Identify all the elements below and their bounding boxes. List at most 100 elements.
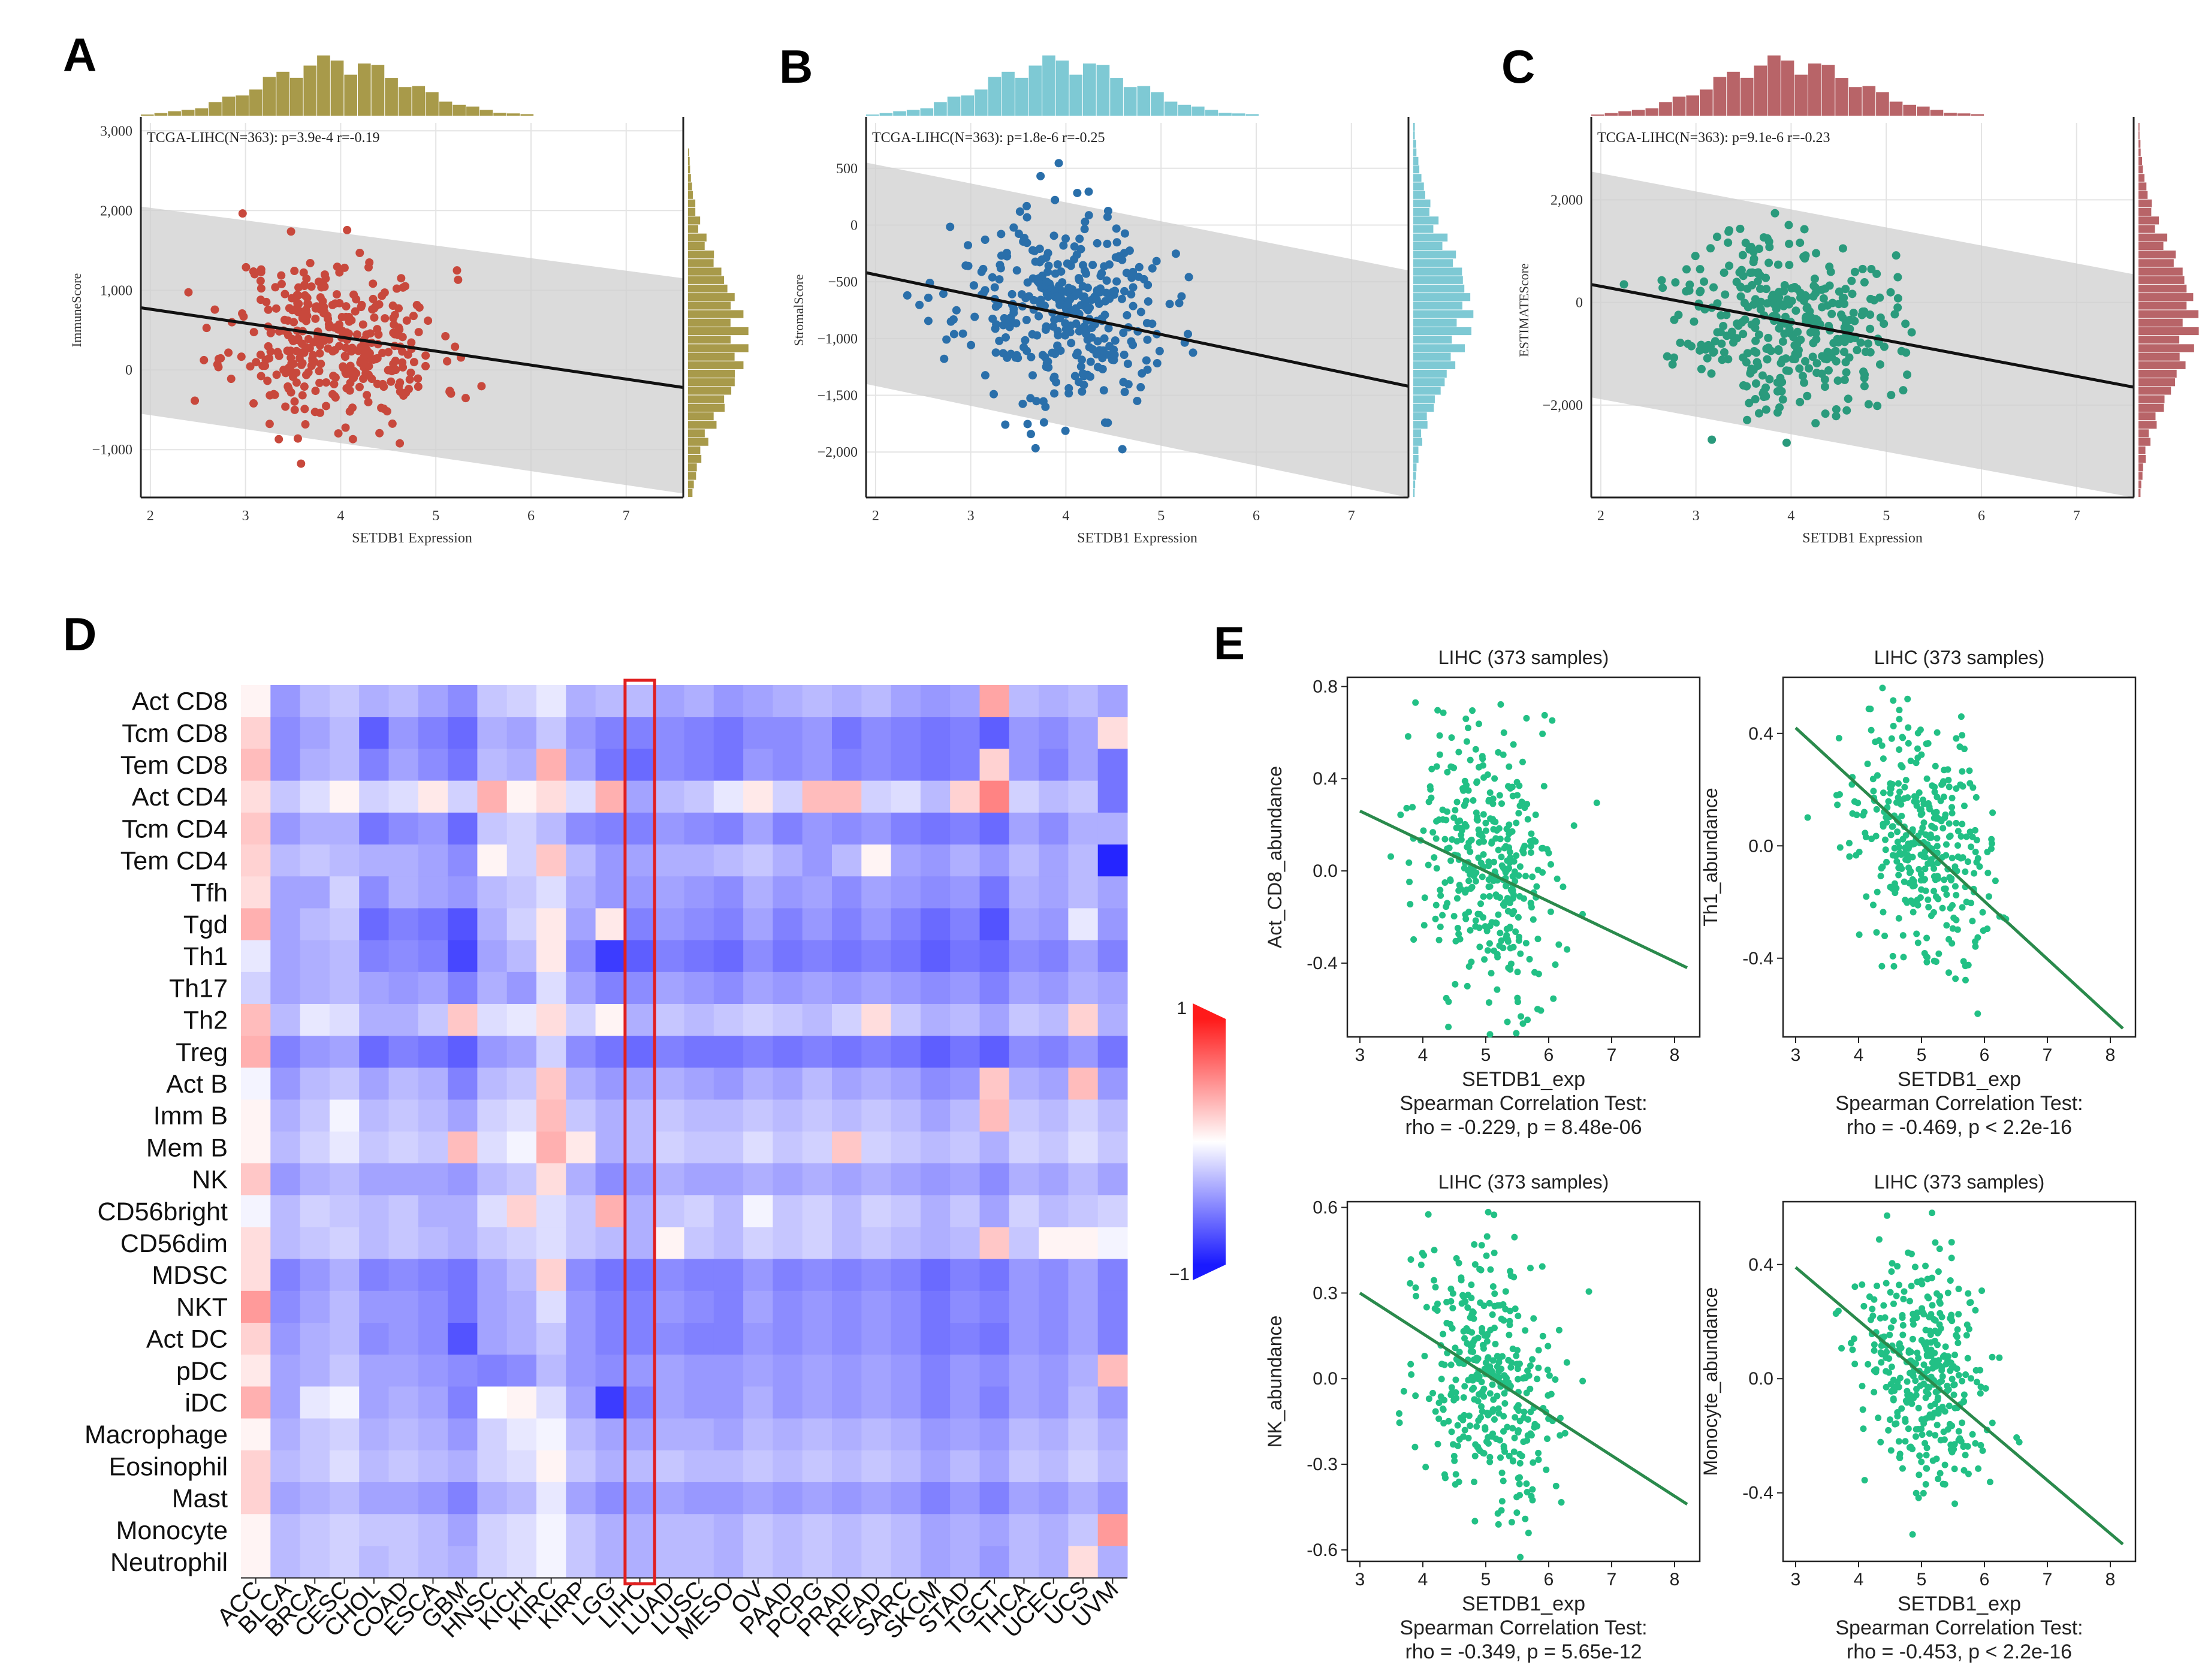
data-point <box>1955 1285 1962 1292</box>
data-point <box>1944 1289 1951 1296</box>
heatmap-cell <box>536 1450 566 1483</box>
heatmap-cell <box>448 1482 478 1515</box>
y-tick-label: 0.0 <box>1313 861 1338 881</box>
row-label: Tem CD8 <box>120 751 228 780</box>
data-point <box>1920 1489 1927 1497</box>
y-tick-label: -0.3 <box>1307 1455 1338 1474</box>
data-point <box>1778 355 1787 364</box>
data-point <box>1890 963 1898 970</box>
data-point <box>1471 1241 1478 1248</box>
data-point <box>1826 267 1835 276</box>
data-point <box>286 353 295 362</box>
regression-line <box>1359 809 1688 969</box>
data-point <box>1950 1391 1957 1398</box>
data-point <box>1458 885 1465 892</box>
heatmap-cell <box>891 972 921 1005</box>
data-point <box>1954 1340 1962 1347</box>
heatmap-cell <box>477 908 508 941</box>
data-point <box>1804 814 1811 821</box>
data-point <box>1895 864 1902 871</box>
heatmap-cell <box>891 749 921 782</box>
data-point <box>1027 352 1036 361</box>
data-point <box>1943 891 1950 898</box>
histogram-bar-top <box>1645 108 1659 116</box>
data-point <box>1895 780 1902 787</box>
data-point <box>1485 1354 1492 1361</box>
data-point <box>1465 1292 1472 1299</box>
data-point <box>1831 346 1840 355</box>
data-point <box>1035 245 1044 254</box>
data-point <box>1697 340 1706 349</box>
data-point <box>424 316 433 325</box>
data-point <box>1506 1322 1513 1329</box>
data-point <box>1535 1347 1542 1354</box>
heatmap-cell <box>743 1163 773 1196</box>
heatmap-cell <box>477 972 508 1005</box>
heatmap-cell <box>595 1355 626 1387</box>
data-point <box>1081 329 1090 338</box>
heatmap-cell <box>1097 1418 1128 1451</box>
heatmap-cell <box>329 1418 360 1451</box>
data-point <box>1498 853 1505 861</box>
data-point <box>1437 892 1444 899</box>
data-point <box>1509 910 1516 918</box>
data-point <box>1439 912 1446 919</box>
heatmap-cell <box>773 749 803 782</box>
data-point <box>454 275 463 284</box>
heatmap-cell <box>950 1036 980 1068</box>
y-tick-label: 2,000 <box>100 203 132 219</box>
heatmap-cell <box>300 1355 330 1387</box>
data-point <box>1165 300 1174 309</box>
data-point <box>1746 269 1755 278</box>
data-point <box>1480 811 1487 818</box>
row-label: NKT <box>176 1293 228 1322</box>
heatmap-cell <box>891 1004 921 1036</box>
heatmap-cell <box>566 749 596 782</box>
data-point <box>1784 366 1793 375</box>
data-point <box>1440 709 1447 716</box>
data-point <box>1461 1383 1468 1390</box>
histogram-bar-top <box>493 113 506 116</box>
heatmap-cell <box>950 1355 980 1387</box>
heatmap-cell <box>536 717 566 749</box>
heatmap-cell <box>448 1418 478 1451</box>
data-point <box>1890 310 1899 319</box>
data-point <box>1425 861 1432 868</box>
heatmap-cell <box>950 1514 980 1546</box>
row-label: Mem B <box>146 1133 228 1162</box>
heatmap-cell <box>1068 1514 1099 1546</box>
data-point <box>1971 827 1978 834</box>
data-point <box>1880 821 1887 828</box>
data-point <box>1114 254 1123 263</box>
heatmap-cell <box>448 1323 478 1355</box>
data-point <box>384 348 393 357</box>
data-point <box>1138 369 1147 378</box>
data-point <box>1923 934 1930 942</box>
data-point <box>1524 816 1531 823</box>
data-point <box>1863 339 1872 348</box>
heatmap-cell <box>773 1227 803 1260</box>
heatmap-cell <box>979 812 1010 845</box>
data-point <box>1488 838 1495 845</box>
data-point <box>1479 833 1486 840</box>
heatmap-cell <box>743 844 773 877</box>
histogram-bar-right <box>1413 293 1471 301</box>
data-point <box>1492 919 1500 926</box>
data-point <box>1534 1006 1541 1013</box>
heatmap-cell <box>241 1004 271 1036</box>
heatmap-cell <box>861 1386 892 1419</box>
data-point <box>1459 1292 1467 1299</box>
data-point <box>1963 833 1970 840</box>
data-point <box>1506 924 1513 931</box>
data-point <box>1932 1432 1939 1439</box>
data-point <box>1870 788 1877 795</box>
histogram-bar-top <box>439 101 453 116</box>
data-point <box>1658 283 1667 292</box>
heatmap-cell <box>506 1099 537 1132</box>
histogram-bar-top <box>1096 65 1110 116</box>
data-point <box>1820 354 1829 363</box>
histogram-bar-right <box>2138 156 2142 165</box>
data-point <box>1153 358 1162 367</box>
heatmap-cell <box>1039 812 1069 845</box>
